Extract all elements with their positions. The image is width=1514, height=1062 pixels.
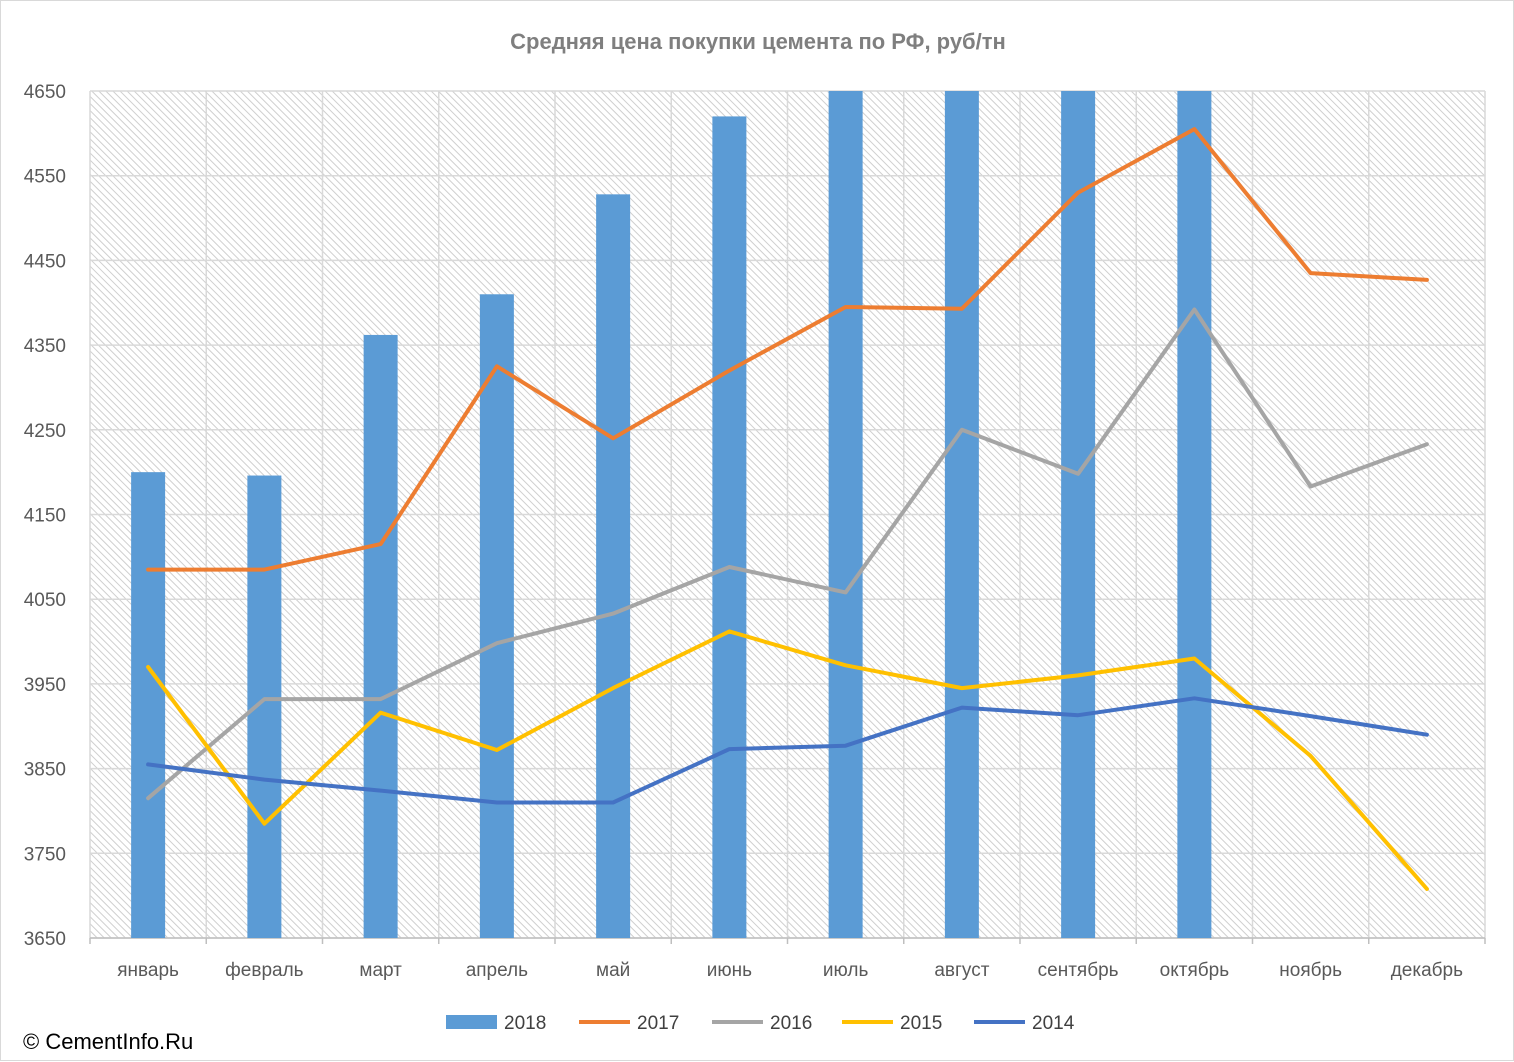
bar-2018-3 — [479, 294, 514, 938]
legend-swatch-2018 — [446, 1015, 497, 1029]
x-tick-label-10: ноябрь — [1279, 960, 1342, 981]
y-tick-label-4250: 4250 — [24, 421, 66, 442]
x-tick-label-9: октябрь — [1160, 960, 1230, 981]
legend: 2018 2017 2016 2015 2014 — [446, 1013, 1075, 1034]
y-tick-label-3750: 3750 — [24, 844, 66, 865]
chart-title: Средняя цена покупки цемента по РФ, руб/… — [510, 29, 1006, 54]
x-tick-label-6: июль — [823, 960, 869, 981]
x-tick-label-11: декабрь — [1391, 960, 1463, 981]
line-2017 — [146, 127, 1429, 572]
y-tick-label-4650: 4650 — [24, 82, 66, 103]
y-tick-label-4150: 4150 — [24, 506, 66, 527]
x-tick-label-8: сентябрь — [1038, 960, 1119, 981]
bar-2018-0 — [131, 472, 166, 938]
y-tick-label-3650: 3650 — [24, 929, 66, 950]
y-tick-label-4050: 4050 — [24, 590, 66, 611]
bar-2018-6 — [828, 91, 863, 938]
bar-2018-9 — [1177, 91, 1212, 938]
bar-2018-2 — [363, 334, 398, 938]
line-2015 — [146, 629, 1429, 891]
x-tick-label-5: июнь — [707, 960, 752, 981]
legend-label-2018: 2018 — [504, 1013, 546, 1034]
x-axis-ticks: январь февраль март апрель май июнь июль август… — [117, 960, 1463, 981]
bar-2018-8 — [1061, 91, 1096, 938]
y-tick-label-4450: 4450 — [24, 251, 66, 272]
y-tick-label-3850: 3850 — [24, 760, 66, 781]
y-axis-ticks: 3650 3750 3850 3950 4050 4150 4250 4350 4450 4550… — [24, 82, 66, 950]
legend-label-2016: 2016 — [770, 1013, 812, 1034]
legend-label-2015: 2015 — [900, 1013, 942, 1034]
bar-2018-5 — [712, 116, 747, 938]
legend-label-2017: 2017 — [637, 1013, 679, 1034]
y-tick-label-4550: 4550 — [24, 167, 66, 188]
line-2014 — [146, 696, 1429, 805]
x-tick-label-2: март — [359, 960, 402, 981]
copyright-text: © CementInfo.Ru — [23, 1029, 193, 1054]
bar-series-2018 — [131, 91, 1212, 939]
x-tick-label-3: апрель — [466, 960, 528, 981]
x-tick-label-4: май — [596, 960, 630, 981]
x-tick-label-0: январь — [117, 960, 179, 981]
bar-2018-4 — [596, 194, 631, 939]
line-2016 — [146, 307, 1429, 801]
bar-2018-7 — [944, 91, 979, 938]
x-tick-label-7: август — [934, 960, 989, 981]
line-series — [146, 127, 1429, 891]
legend-label-2014: 2014 — [1032, 1013, 1075, 1034]
y-tick-label-4350: 4350 — [24, 336, 66, 357]
y-tick-label-3950: 3950 — [24, 675, 66, 696]
x-tick-label-1: февраль — [225, 960, 304, 981]
